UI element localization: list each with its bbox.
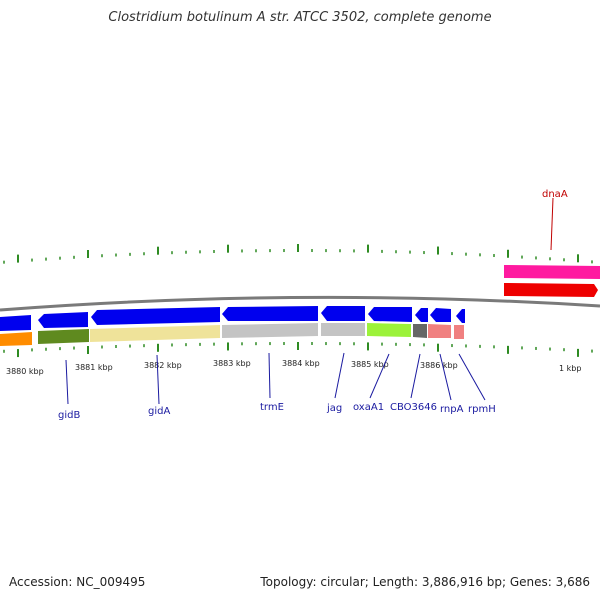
cds-arrow[interactable] <box>456 309 465 323</box>
gene-label-dnaA[interactable]: dnaA <box>542 189 568 200</box>
gene-label-jag[interactable]: jag <box>326 403 342 414</box>
upper-tick-ring <box>3 244 593 264</box>
gene-bar-gidA[interactable] <box>90 325 220 342</box>
accession-text: Accession: NC_009495 <box>9 575 146 589</box>
dnaA-feature[interactable] <box>504 283 598 297</box>
gene-bar-trmE[interactable] <box>222 323 318 338</box>
kbp-label: 3885 kbp <box>351 360 389 369</box>
gene-label-trmE[interactable]: trmE <box>260 402 284 413</box>
kbp-label: 3883 kbp <box>213 359 251 368</box>
cds-arrow[interactable] <box>368 307 412 322</box>
gene-label-rnpA[interactable]: rnpA <box>440 404 464 415</box>
gene-bar-rnpA[interactable] <box>428 324 451 338</box>
dnaA-pink-track[interactable] <box>504 265 600 279</box>
kbp-label: 1 kbp <box>559 364 581 373</box>
kbp-label: 3882 kbp <box>144 361 182 370</box>
cds-arrow[interactable] <box>222 306 318 321</box>
kbp-label: 3886 kbp <box>420 361 458 370</box>
genome-summary-text: Topology: circular; Length: 3,886,916 bp… <box>260 575 590 589</box>
cds-arrow[interactable] <box>430 308 451 322</box>
gene-bar-orange[interactable] <box>0 332 32 346</box>
genome-backbone <box>0 295 600 312</box>
lower-tick-ring <box>3 342 593 358</box>
gene-bar-rpmH[interactable] <box>454 325 464 339</box>
map-title: Clostridium botulinum A str. ATCC 3502, … <box>108 10 492 25</box>
cds-arrow[interactable] <box>91 307 220 325</box>
cds-track <box>0 306 465 331</box>
gene-label-oxaA1[interactable]: oxaA1 <box>353 402 384 413</box>
gene-label-CBO3646[interactable]: CBO3646 <box>390 402 437 413</box>
kbp-label: 3884 kbp <box>282 359 320 368</box>
gene-leader-lines <box>65 352 486 405</box>
cds-arrow[interactable] <box>415 308 428 322</box>
kbp-label: 3881 kbp <box>75 363 113 372</box>
cds-arrow[interactable] <box>321 306 365 321</box>
gene-bar-jag[interactable] <box>321 323 365 336</box>
gene-bar-CBO3646[interactable] <box>413 324 427 338</box>
cds-arrow[interactable] <box>38 312 88 328</box>
cds-arrow[interactable] <box>0 315 31 331</box>
gene-track <box>0 323 464 346</box>
kbp-label: 3880 kbp <box>6 367 44 376</box>
gene-label-gidB[interactable]: gidB <box>58 410 80 421</box>
gene-bar-gidB[interactable] <box>38 329 89 344</box>
gene-label-gidA[interactable]: gidA <box>148 406 170 417</box>
dnaA-leader-line <box>550 197 554 251</box>
gene-label-rpmH[interactable]: rpmH <box>468 404 496 415</box>
gene-bar-oxaA1[interactable] <box>367 323 411 337</box>
